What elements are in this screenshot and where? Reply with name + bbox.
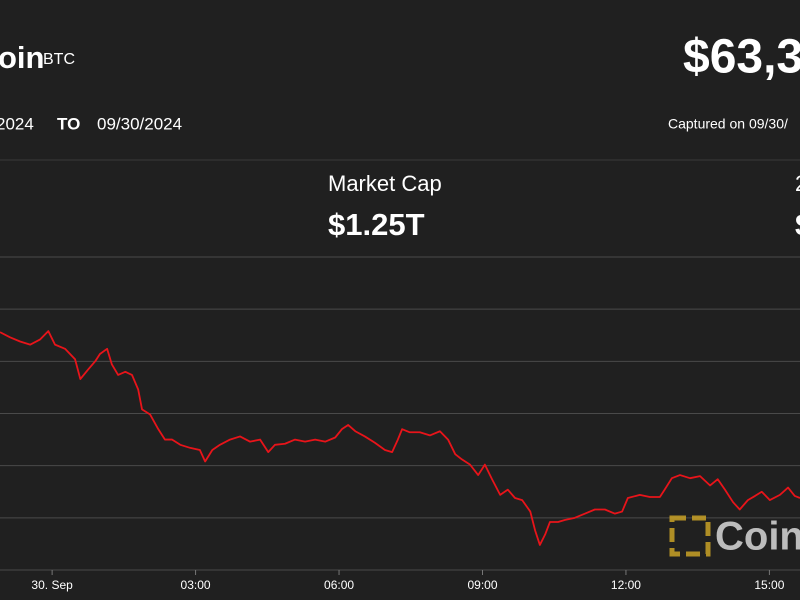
x-tick-label: 15:00 xyxy=(754,578,784,592)
price-line xyxy=(0,330,800,546)
x-tick-label: 09:00 xyxy=(467,578,497,592)
x-tick-label: 12:00 xyxy=(611,578,641,592)
x-tick-label: 30. Sep xyxy=(31,578,73,592)
stat-label: 2 xyxy=(795,171,800,196)
watermark-logo xyxy=(669,515,711,557)
watermark-text: Coin xyxy=(715,515,800,559)
x-tick-label: 06:00 xyxy=(324,578,354,592)
plot-area: 30. Sep 03:00 06:00 09:00 12:00 15:00 xyxy=(0,159,800,592)
range-to: 09/30/2024 xyxy=(97,114,182,133)
stat-label: Market Cap xyxy=(328,171,442,196)
x-tick-label: 03:00 xyxy=(181,578,211,592)
watermark: Coin xyxy=(669,515,800,559)
asset-price: $63,3 xyxy=(683,31,800,84)
asset-name: oin xyxy=(0,40,45,75)
range-to-label: TO xyxy=(57,114,80,133)
stat-value: $1.25T xyxy=(328,207,425,242)
asset-symbol: BTC xyxy=(43,51,75,68)
range-from: 2024 xyxy=(0,114,34,133)
captured-date: Captured on 09/30/ xyxy=(668,116,788,132)
stat-value: $ xyxy=(795,207,800,242)
